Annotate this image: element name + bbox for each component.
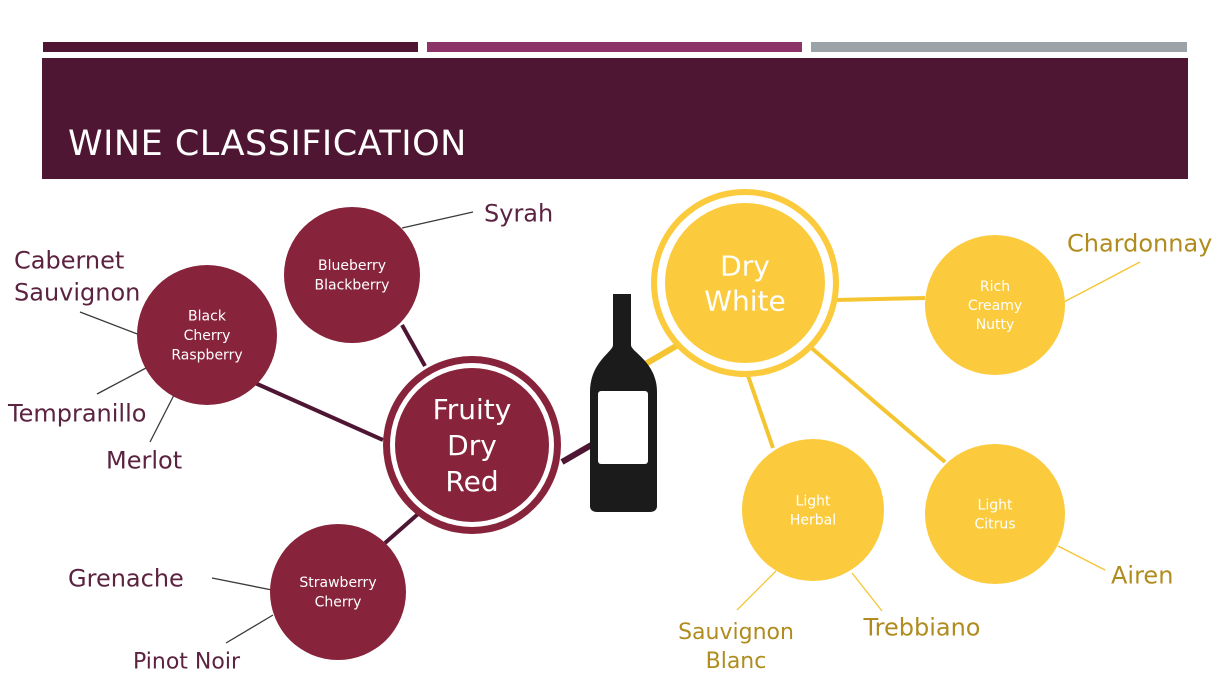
red-leader-black-cherry-1 [96,367,147,395]
white-leader-herbal-1 [851,572,883,612]
red-hub-circle [395,368,549,522]
red-hub-label-line: Dry [447,429,497,462]
white-node-label-citrus: Light Citrus [974,497,1015,532]
wine-label-sauvignon-blanc-line: Blanc [706,649,767,674]
white-node-herbal [742,439,884,581]
wine-label-chardonnay-line: Chardonnay [1067,229,1212,257]
white-node-label-rich-line: Nutty [976,317,1015,333]
red-node-label-black-cherry: Black Cherry Raspberry [171,308,242,363]
wine-label-grenache: Grenache [68,564,184,592]
connector-red-strawberry [383,512,420,545]
wine-label-grenache-line: Grenache [68,564,184,592]
white-node-label-rich: Rich Creamy Nutty [968,279,1022,333]
connector-white-herbal [743,366,775,449]
white-node-label-citrus-line: Light [978,497,1013,513]
page-title: WINE CLASSIFICATION [68,124,467,164]
white-node-label-rich-line: Creamy [968,298,1022,314]
wine-label-trebbiano-line: Trebbiano [863,613,981,641]
connector-white-citrus [806,343,947,464]
white-node-rich [925,235,1065,375]
wine-label-airen-line: Airen [1111,561,1173,589]
wine-label-tempranillo: Tempranillo [7,399,146,427]
red-hub-label-line: Fruity [433,393,512,426]
red-node-label-blueberry-line: Blueberry [318,258,386,274]
wine-label-trebbiano: Trebbiano [863,613,981,641]
wine-label-pinot-noir: Pinot Noir [133,650,241,675]
red-node-label-black-cherry-line: Cherry [184,328,231,344]
wine-label-airen: Airen [1111,561,1173,589]
wine-label-merlot-line: Merlot [106,446,182,474]
white-node-label-citrus-line: Citrus [974,516,1015,532]
wine-bottle-icon [590,294,657,512]
red-node-label-black-cherry-line: Black [188,308,227,324]
white-node-label-rich-line: Rich [980,279,1010,295]
wine-label-sauvignon-blanc-line: Sauvignon [678,620,794,645]
wine-label-tempranillo-line: Tempranillo [7,399,146,427]
red-hub-label-line: Red [445,465,498,498]
connector-red-blueberry [400,324,427,367]
white-node-citrus [925,444,1065,584]
red-node-strawberry [270,524,406,660]
white-leader-citrus-0 [1057,545,1106,571]
white-node-label-herbal-line: Light [796,493,831,509]
white-hub-label: Dry White [704,249,785,317]
wine-label-cabernet-sauvignon: Cabernet Sauvignon [14,246,140,306]
white-node-label-herbal: Light Herbal [790,493,836,528]
bottle-label [598,391,648,464]
white-hub-label-line: Dry [720,249,770,282]
red-leader-black-cherry-0 [79,311,141,336]
red-node-label-blueberry-line: Blackberry [315,278,390,294]
red-leader-strawberry-0 [211,577,273,591]
wine-label-chardonnay: Chardonnay [1067,229,1212,257]
red-node-blueberry [284,207,420,343]
wine-label-syrah-line: Syrah [484,199,553,227]
wine-label-pinot-noir-line: Pinot Noir [133,650,241,675]
wine-label-merlot: Merlot [106,446,182,474]
wine-label-cabernet-sauvignon-line: Cabernet [14,246,124,274]
red-node-label-strawberry: Strawberry Cherry [299,575,376,611]
wine-label-cabernet-sauvignon-line: Sauvignon [14,278,140,306]
red-node-label-black-cherry-line: Raspberry [171,347,242,363]
red-leader-strawberry-1 [225,614,274,644]
white-node-label-herbal-line: Herbal [790,512,836,528]
red-hub-label: Fruity Dry Red [433,393,512,498]
connector-white-rich [834,296,926,302]
accent-stripe-2 [427,42,802,52]
white-leader-rich-0 [1061,261,1141,304]
white-hub-circle [665,203,825,363]
wine-label-syrah: Syrah [484,199,553,227]
red-leader-black-cherry-2 [149,394,175,443]
white-leader-herbal-0 [736,570,777,611]
red-node-label-strawberry-line: Cherry [315,595,362,611]
wine-label-sauvignon-blanc: Sauvignon Blanc [678,620,794,674]
red-leader-blueberry-0 [401,211,474,229]
red-node-black-cherry [137,265,277,405]
title-banner: WINE CLASSIFICATION [42,58,1188,179]
accent-stripe-3 [811,42,1187,52]
connector-red-black-cherry [254,381,384,442]
red-node-label-strawberry-line: Strawberry [299,575,376,591]
accent-stripe-1 [43,42,418,52]
white-hub-label-line: White [704,284,785,317]
red-node-label-blueberry: Blueberry Blackberry [315,258,390,294]
